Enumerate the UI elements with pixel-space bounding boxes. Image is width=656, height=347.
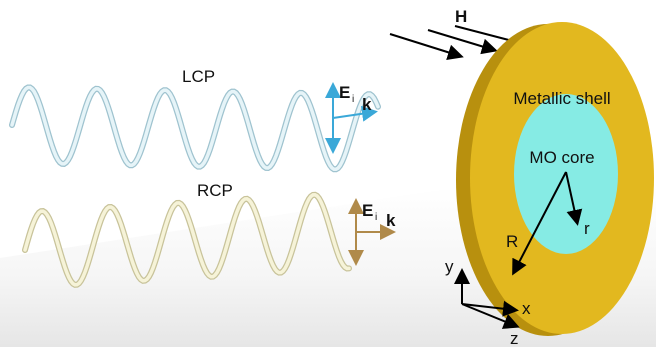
e-subscript: i xyxy=(375,212,377,223)
h-label: H xyxy=(455,7,467,26)
core-label: MO core xyxy=(529,148,594,167)
z-label: z xyxy=(510,329,519,347)
big-r-label: R xyxy=(506,232,518,251)
x-label: x xyxy=(522,299,531,318)
figure: E i k E i k LCP RCP H Metallic shell MO … xyxy=(0,0,656,347)
lcp-label: LCP xyxy=(182,67,215,86)
shell-label: Metallic shell xyxy=(513,89,610,108)
r-label: r xyxy=(584,219,590,238)
e-label: E xyxy=(339,83,350,102)
e-subscript: i xyxy=(352,94,354,105)
e-label: E xyxy=(362,201,373,220)
y-label: y xyxy=(445,257,454,276)
k-label: k xyxy=(386,211,396,230)
rcp-label: RCP xyxy=(197,181,233,200)
k-label: k xyxy=(362,95,372,114)
